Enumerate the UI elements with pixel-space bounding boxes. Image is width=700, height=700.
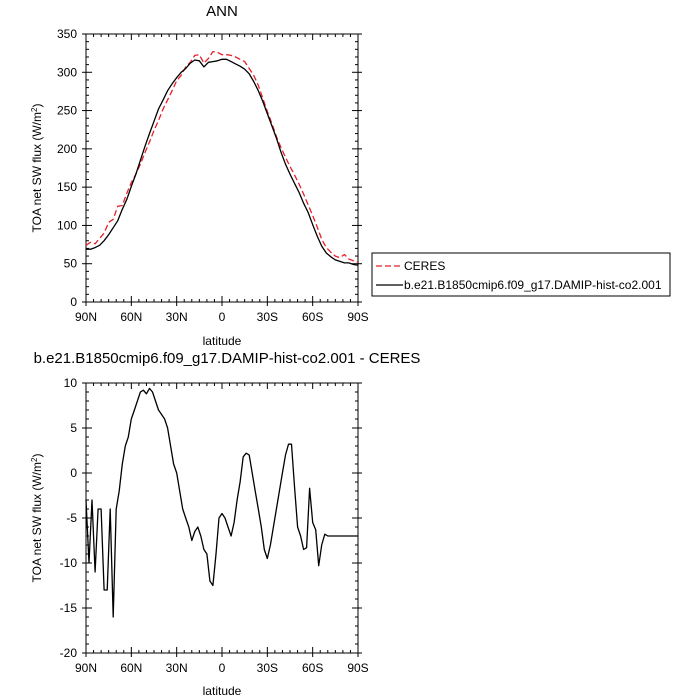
- bottom-x-axis-label: latitude: [203, 684, 242, 698]
- top-panel: ANN 90N 60N 30N 0 30S 60S 90S 0 50 100 150 200 250 30…: [30, 3, 671, 348]
- bottom-series-line-0: [85, 387, 358, 618]
- top-plot-frame: [85, 33, 359, 303]
- top-x-tick-label: 90S: [347, 310, 368, 324]
- bottom-x-tick-label: 60S: [302, 661, 323, 675]
- top-series-line-1: [86, 58, 359, 266]
- bottom-x-tick-label: 60N: [120, 661, 142, 675]
- bottom-y-axis-label: TOA net SW flux (W/m2): [30, 454, 45, 583]
- bottom-y-tick-label: 10: [64, 376, 78, 390]
- top-y-tick-label: 0: [70, 295, 77, 309]
- bottom-series: [85, 387, 358, 618]
- bottom-panel: b.e21.B1850cmip6.f09_g17.DAMIP-hist-co2.…: [30, 350, 421, 698]
- bottom-plot-frame: [85, 382, 359, 654]
- bottom-y-tick-label: -15: [60, 601, 78, 615]
- legend-label-ceres: CERES: [404, 259, 445, 273]
- top-y-axis-label: TOA net SW flux (W/m2): [30, 104, 45, 233]
- top-chart-title: ANN: [206, 3, 238, 20]
- bottom-chart-title: b.e21.B1850cmip6.f09_g17.DAMIP-hist-co2.…: [34, 350, 421, 367]
- bottom-y-tick-label: -10: [60, 556, 78, 570]
- top-y-tick-label: 250: [57, 104, 77, 118]
- bottom-x-tick-label: 0: [219, 661, 226, 675]
- top-x-tick-label: 90N: [75, 310, 97, 324]
- bottom-y-tick-label: 5: [70, 421, 77, 435]
- top-axes: 90N 60N 30N 0 30S 60S 90S 0 50 100 150 200 250 300 350: [57, 27, 369, 324]
- top-y-tick-label: 100: [57, 218, 77, 232]
- top-x-tick-label: 30S: [257, 310, 278, 324]
- top-series-line-0: [85, 50, 359, 263]
- top-x-tick-label: 0: [219, 310, 226, 324]
- bottom-y-tick-label: -5: [66, 511, 77, 525]
- top-x-tick-label: 60N: [120, 310, 142, 324]
- top-series: [85, 50, 359, 266]
- bottom-y-tick-label: 0: [70, 466, 77, 480]
- legend-label-model: b.e21.B1850cmip6.f09_g17.DAMIP-hist-co2.…: [404, 278, 662, 292]
- top-y-tick-label: 300: [57, 65, 77, 79]
- top-x-axis-label: latitude: [203, 334, 242, 348]
- bottom-y-tick-label: -20: [60, 646, 78, 660]
- top-y-tick-label: 200: [57, 142, 77, 156]
- top-y-tick-label: 350: [57, 27, 77, 41]
- bottom-x-tick-label: 30N: [166, 661, 188, 675]
- legend-box: [371, 252, 671, 297]
- top-y-tick-label: 50: [64, 257, 78, 271]
- bottom-axes: 90N 60N 30N 0 30S 60S 90S -20 -15 -10 -5 0 5 10: [60, 376, 369, 675]
- top-x-tick-label: 30N: [166, 310, 188, 324]
- bottom-x-tick-label: 90S: [347, 661, 368, 675]
- legend: CERES b.e21.B1850cmip6.f09_g17.DAMIP-his…: [371, 252, 671, 297]
- top-y-tick-label: 150: [57, 180, 77, 194]
- bottom-x-tick-label: 90N: [75, 661, 97, 675]
- bottom-x-tick-label: 30S: [257, 661, 278, 675]
- top-x-tick-label: 60S: [302, 310, 323, 324]
